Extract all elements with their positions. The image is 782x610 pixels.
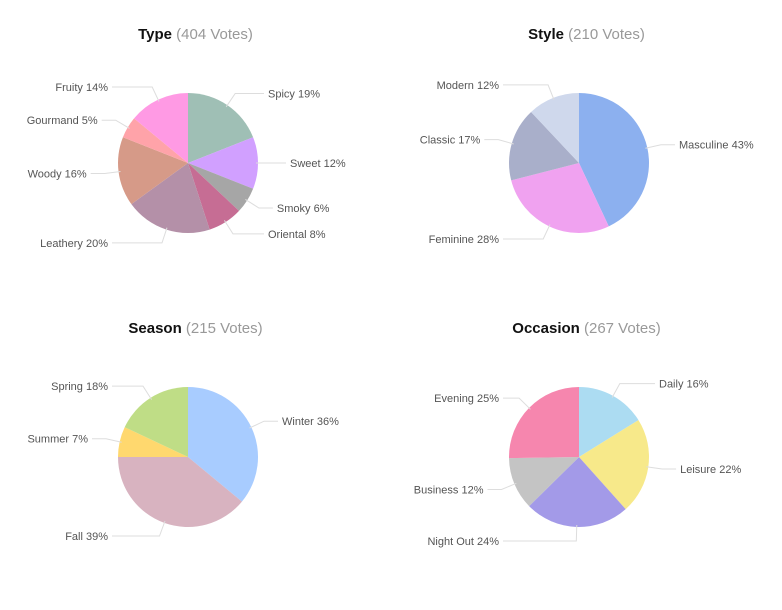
pie-slices	[508, 93, 649, 233]
pie-leader-line	[92, 438, 122, 443]
pie-slice-label: Fall 39%	[65, 531, 108, 543]
chart-title: Season (215 Votes)	[0, 320, 391, 337]
pie-labels: Daily 16% Leisure 22% Night Out 24% Busines…	[414, 379, 742, 548]
pie-chart-season: Winter 36% Fall 39% Summer 7% Spring 18%	[27, 381, 339, 543]
pie-slice-label: Fruity 14%	[55, 82, 108, 94]
pie-leader-line	[503, 84, 555, 100]
pie-slice[interactable]	[118, 137, 188, 205]
pie-labels: Masculine 43% Feminine 28% Classic 17% Mode…	[420, 80, 754, 246]
pie-slice[interactable]	[134, 93, 188, 163]
pie-slice-label: Feminine 28%	[429, 234, 500, 246]
pie-chart-type: Spicy 19% Sweet 12% Smoky 6% Oriental 8% Lea…	[27, 82, 346, 250]
pie-slice[interactable]	[188, 387, 259, 502]
pie-chart-occasion: Daily 16% Leisure 22% Night Out 24% Busines…	[414, 379, 742, 548]
pie-slices	[118, 93, 258, 233]
pie-slice[interactable]	[188, 163, 240, 230]
pie-slice-label: Masculine 43%	[679, 140, 754, 152]
pie-slice-label: Daily 16%	[659, 379, 709, 391]
pie-chart-style: Masculine 43% Feminine 28% Classic 17% Mode…	[420, 80, 754, 246]
pie-slice[interactable]	[579, 93, 649, 227]
pie-labels: Spicy 19% Sweet 12% Smoky 6% Oriental 8% Lea…	[27, 82, 346, 250]
pie-leader-line	[90, 171, 121, 174]
pie-slices	[118, 387, 259, 528]
pie-slice[interactable]	[511, 163, 609, 233]
pie-leader-line	[487, 482, 517, 490]
pie-slice[interactable]	[509, 457, 579, 507]
pie-leader-line	[112, 520, 166, 537]
pie-slice-label: Leathery 20%	[40, 238, 108, 250]
pie-slice[interactable]	[508, 111, 579, 181]
pie-slice[interactable]	[188, 163, 254, 211]
pie-slice-label: Modern 12%	[437, 80, 500, 92]
pie-labels: Winter 36% Fall 39% Summer 7% Spring 18%	[27, 381, 339, 543]
pie-slice-label: Spring 18%	[51, 381, 108, 393]
chart-vote-count: (404 Votes)	[176, 26, 253, 43]
pie-slice[interactable]	[531, 93, 579, 163]
pie-leader-line	[101, 119, 130, 129]
pie-slice[interactable]	[188, 93, 254, 163]
pie-slice-label: Business 12%	[414, 485, 484, 497]
pie-leader-line	[503, 524, 578, 542]
chart-type-panel: Type (404 Votes) Spicy 19% Sweet 12% Smoky…	[0, 0, 391, 305]
pie-slice-label: Spicy 19%	[268, 89, 320, 101]
chart-title-main: Type	[138, 26, 172, 43]
pie-slice-label: Smoky 6%	[277, 203, 330, 215]
pie-slice-label: Classic 17%	[420, 135, 481, 147]
pie-leader-line	[112, 227, 168, 244]
chart-title-main: Season	[128, 320, 182, 337]
pie-leader-line	[223, 220, 264, 235]
pie-leader-line	[503, 397, 531, 410]
chart-title: Occasion (267 Votes)	[391, 320, 782, 337]
pie-slice[interactable]	[579, 420, 650, 510]
pie-slices	[509, 387, 650, 527]
pie-leader-line	[484, 139, 514, 145]
pie-slice[interactable]	[122, 118, 188, 163]
chart-vote-count: (267 Votes)	[583, 320, 661, 337]
chart-season-panel: Season (215 Votes) Winter 36% Fall 39% Sum…	[0, 294, 391, 599]
pie-slice[interactable]	[579, 387, 639, 457]
pie-slice-label: Summer 7%	[27, 434, 88, 446]
pie-leader-line	[645, 144, 675, 149]
pie-slice-label: Woody 16%	[28, 169, 87, 181]
pie-slice[interactable]	[509, 387, 579, 459]
pie-slice-label: Evening 25%	[434, 393, 499, 405]
pie-slice-label: Oriental 8%	[268, 229, 326, 241]
pie-slice[interactable]	[529, 457, 626, 527]
chart-occasion-panel: Occasion (267 Votes) Daily 16% Leisure 22…	[391, 294, 782, 599]
pie-slice-label: Night Out 24%	[427, 536, 499, 548]
pie-leader-line	[249, 420, 278, 429]
pie-leader-line	[112, 385, 153, 400]
pie-slice-label: Leisure 22%	[680, 464, 741, 476]
pie-leader-line	[112, 86, 160, 102]
pie-leader-line	[245, 198, 273, 209]
chart-title: Type (404 Votes)	[0, 26, 391, 43]
chart-vote-count: (210 Votes)	[568, 26, 645, 43]
pie-slice[interactable]	[188, 137, 258, 189]
chart-title: Style (210 Votes)	[391, 26, 782, 43]
pie-slice[interactable]	[118, 457, 242, 528]
pie-leader-line	[225, 93, 264, 108]
pie-leader-line	[611, 383, 655, 398]
pie-slice[interactable]	[118, 427, 188, 457]
pie-slice-label: Sweet 12%	[290, 158, 346, 170]
pie-slice[interactable]	[131, 163, 210, 233]
chart-title-main: Style	[528, 26, 564, 43]
pie-leader-line	[646, 466, 677, 470]
pie-leader-line	[503, 224, 551, 240]
chart-style-panel: Style (210 Votes) Masculine 43% Feminine …	[391, 0, 782, 305]
pie-slice[interactable]	[124, 387, 188, 457]
chart-vote-count: (215 Votes)	[185, 320, 263, 337]
chart-title-main: Occasion	[512, 320, 580, 337]
pie-slice-label: Gourmand 5%	[27, 115, 98, 127]
pie-slice-label: Winter 36%	[282, 416, 339, 428]
